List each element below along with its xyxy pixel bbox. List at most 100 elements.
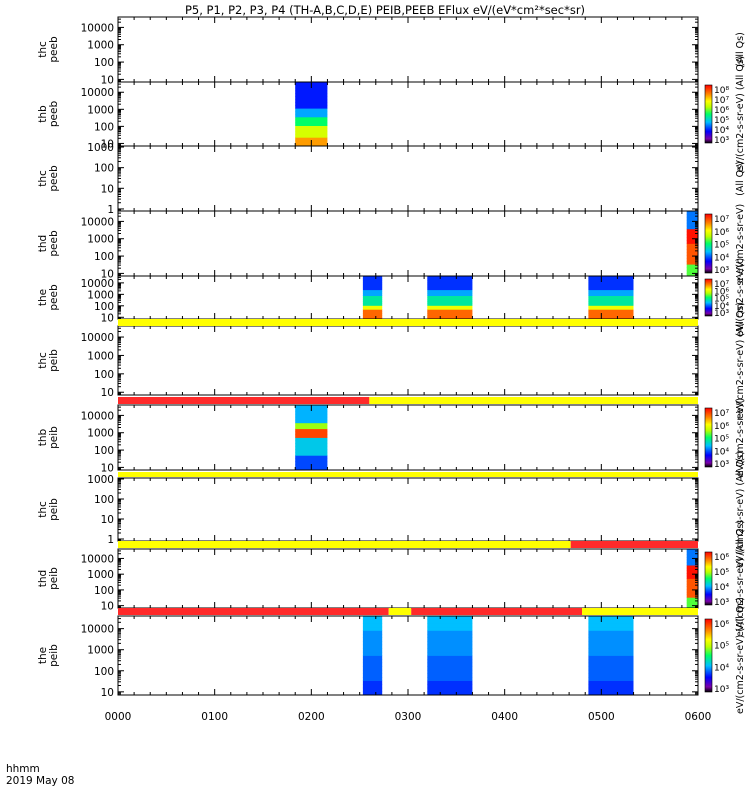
status-bar-segment: [118, 608, 389, 615]
y-tick-label: 1000: [87, 428, 114, 440]
colorbar-tick-label: 10⁷: [714, 96, 729, 106]
spectrogram-cell: [295, 422, 328, 427]
spectrogram-cell: [362, 301, 383, 304]
spectrogram-cell: [427, 673, 473, 678]
panel-thc-peeb-2: 1000 100 10 1 thc peeb (All Qs): [37, 142, 746, 216]
spectrogram-cell: [427, 669, 473, 674]
spectrogram-cell: [362, 644, 383, 649]
x-tick-label: 0000: [105, 711, 132, 723]
colorbar: [704, 407, 713, 468]
spectrogram-cell: [362, 299, 383, 302]
spectrogram-cell: [588, 637, 634, 642]
y-axis-label: peib: [48, 349, 60, 372]
colorbar-tick-label: 10³: [714, 685, 729, 695]
spectrogram-cell: [588, 619, 634, 624]
spectrogram-cell: [686, 578, 698, 582]
spectrogram-cell: [686, 261, 698, 265]
panel-thb-peib: 10000 1000 100 10 thb peib 10⁷ 10⁶ 10⁵ 10⁴ 10³ eV/(…: [37, 398, 746, 477]
spectrogram-cell: [588, 309, 634, 312]
colorbar-tick-label: 10⁵: [714, 241, 729, 251]
colorbar-tick-label: 10³: [714, 598, 729, 608]
spectrogram-cell: [427, 662, 473, 667]
spectrogram-cell: [686, 234, 698, 238]
colorbar-tick-label: 10⁶: [714, 287, 729, 297]
panel-frame: [117, 210, 699, 277]
z-axis-label: eV/(cm2-s-sr-eV): [735, 398, 746, 477]
y-axis-label: peeb: [48, 284, 60, 311]
spectrogram-cell: [686, 554, 698, 558]
spectrogram-cell: [295, 116, 328, 121]
status-bar-segment: [369, 397, 698, 404]
y-axis-label: peeb: [48, 101, 60, 128]
y-tick-label: 10: [101, 312, 114, 324]
y-tick-label: 1000: [87, 289, 114, 301]
spectrogram-cell: [295, 455, 328, 459]
spectrogram-cell: [686, 252, 698, 256]
spectrogram-cell: [686, 222, 698, 227]
spectrogram-cell: [362, 278, 383, 281]
spectrogram-cell: [295, 137, 328, 141]
spectrogram-cell: [686, 586, 698, 590]
spectrogram-cell: [427, 659, 473, 664]
spectrogram-cell: [686, 581, 698, 585]
spectrogram-cell: [362, 311, 383, 314]
panel-thc-peeb: 10000 1000 100 10 thc peeb (All Qs): [37, 16, 746, 86]
spectrogram-cell: [295, 440, 328, 444]
spectrogram-cell: [588, 291, 634, 294]
spectrogram-cell: [295, 128, 328, 132]
y-tick-label: 1000: [87, 474, 114, 486]
spectrogram-cell: [588, 669, 634, 674]
y-tick-label: 10: [101, 268, 114, 280]
spectrogram-cell: [686, 255, 698, 259]
z-axis-label: (All Qs): [735, 32, 746, 67]
y-tick-label: 10000: [81, 624, 114, 636]
colorbar-tick-label: 10⁴: [714, 447, 729, 457]
spectrogram-cell: [362, 677, 383, 681]
y-axis-label: thb: [37, 428, 49, 446]
panel-thd-peeb: 10000 1000 100 10 thd peeb 10⁷ 10⁶ 10⁵ 10⁴ 10³ eV/(…: [37, 204, 746, 283]
spectrogram-cell: [427, 283, 473, 287]
spectrogram-cell: [427, 291, 473, 294]
status-bar-segment: [570, 541, 698, 548]
panel-the-peib: 10000 1000 100 10 the peib 10⁶ 10⁵ 10⁴ 10³ eV/(cm2…: [37, 597, 746, 714]
spectrogram-cell: [427, 637, 473, 642]
spectrogram-cell: [588, 634, 634, 638]
spectrogram-cell: [588, 293, 634, 296]
y-tick-label: 100: [94, 121, 114, 133]
spectrogram-cell: [588, 687, 634, 692]
spectrogram-cell: [427, 307, 473, 310]
spectrogram-cell: [686, 240, 698, 244]
spectrogram-cell: [427, 315, 473, 318]
y-axis-label: peib: [48, 567, 60, 590]
spectrogram-cell: [362, 291, 383, 294]
spectrogram-cell: [427, 295, 473, 298]
spectrogram-cell: [686, 237, 698, 241]
status-bar: [118, 541, 698, 548]
y-tick-label: 100: [94, 369, 114, 381]
spectrogram-cell: [588, 651, 634, 656]
spectrogram-cell: [588, 616, 634, 620]
colorbar-tick-label: 10⁴: [714, 663, 729, 673]
spectrogram-cell: [362, 307, 383, 310]
spectrogram-cell: [686, 211, 698, 215]
spectrogram-cell: [588, 662, 634, 667]
colorbar-tick-label: 10⁴: [714, 583, 729, 593]
spectrogram-cell: [588, 285, 634, 289]
spectrogram-cell: [295, 125, 328, 129]
colorbar-tick-label: 10⁵: [714, 116, 729, 126]
spectrogram-cell: [362, 651, 383, 656]
spectrogram-cell: [427, 301, 473, 304]
x-axis: 0000 0100 0200 0300 0400 0500 0600: [105, 711, 712, 723]
spectrogram-cell: [686, 551, 698, 555]
colorbar: [704, 278, 713, 317]
colorbar-tick-label: 10⁵: [714, 435, 729, 445]
spectrogram-cell: [427, 644, 473, 649]
spectrogram-cell: [362, 616, 383, 620]
y-tick-label: 100: [94, 666, 114, 678]
spectrogram-cell: [427, 634, 473, 638]
spectrogram-cell: [588, 680, 634, 685]
spectrogram-block: [427, 616, 473, 696]
panel-frame: [117, 404, 699, 471]
spectrogram-block: [295, 82, 328, 147]
